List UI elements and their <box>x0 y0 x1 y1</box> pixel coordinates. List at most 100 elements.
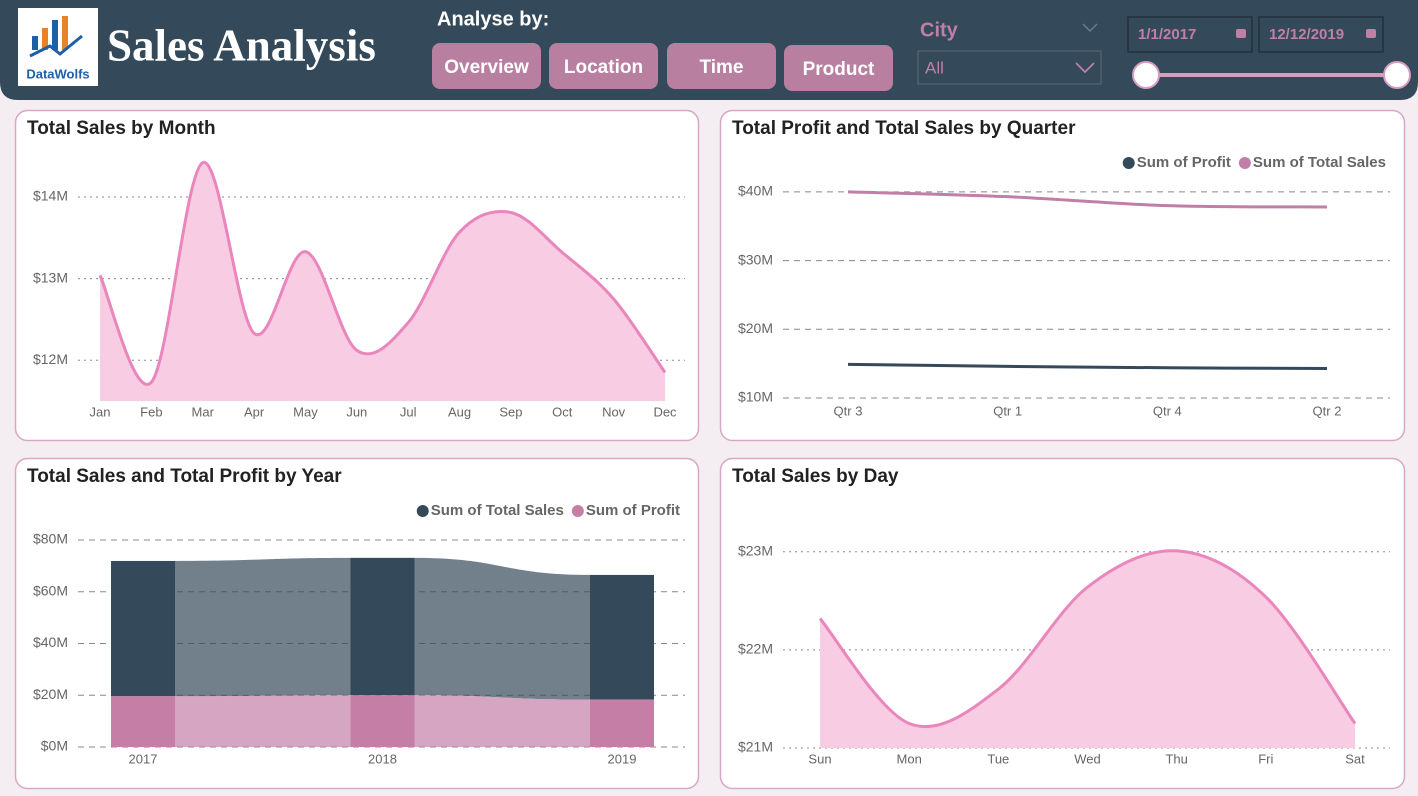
y-tick-label: $23M <box>738 543 773 559</box>
x-tick-label: Qtr 4 <box>1153 403 1182 418</box>
nav-button-label: Overview <box>444 57 529 78</box>
nav-button-label: Location <box>564 57 643 78</box>
x-tick-label: Sun <box>808 751 831 766</box>
bar-segment <box>111 560 175 697</box>
end-date: 12/12/2019 <box>1269 26 1344 43</box>
ribbon <box>414 557 590 700</box>
x-tick-label: Thu <box>1165 751 1187 766</box>
chart-title: Total Sales and Total Profit by Year <box>27 466 342 487</box>
chevron <box>1082 23 1098 33</box>
x-tick-label: Apr <box>244 404 265 419</box>
bar-segment <box>350 557 415 696</box>
y-tick-label: $0M <box>41 738 68 754</box>
x-tick-label: Sep <box>499 404 522 419</box>
line <box>98 161 667 386</box>
nav-button-label: Time <box>699 57 743 78</box>
legend-swatch <box>571 505 584 517</box>
x-tick-label: Tue <box>987 751 1009 766</box>
x-tick-label: Jul <box>400 404 417 419</box>
bar-segment <box>350 695 415 747</box>
legend-swatch <box>416 505 429 517</box>
x-tick-label: Sat <box>1345 751 1365 766</box>
dashboard-title: Sales Analysis <box>107 20 376 70</box>
x-tick-label: 2017 <box>129 751 158 766</box>
y-tick-label: $12M <box>33 351 68 367</box>
analyse-label: Analyse by: <box>437 8 549 30</box>
bar-segment <box>590 574 654 700</box>
x-tick-label: Dec <box>653 404 677 419</box>
nav-button[interactable] <box>667 43 776 89</box>
chevron <box>1075 62 1095 74</box>
x-tick-label: May <box>293 404 318 419</box>
area <box>100 162 665 401</box>
x-tick-label: Mon <box>897 751 922 766</box>
x-tick-label: Qtr 1 <box>993 403 1022 418</box>
y-tick-label: $21M <box>738 739 773 755</box>
y-tick-label: $20M <box>33 686 68 702</box>
nav-button[interactable] <box>549 43 658 89</box>
legend-label: Sum of Total Sales <box>431 502 564 519</box>
area <box>820 550 1355 748</box>
line <box>847 362 1328 370</box>
logo-icon <box>29 34 83 58</box>
start-date-box[interactable] <box>1127 16 1253 53</box>
city-value: All <box>925 58 944 77</box>
x-tick-label: Qtr 3 <box>834 403 863 418</box>
slider-handle[interactable] <box>1383 61 1411 89</box>
city-dropdown[interactable] <box>917 50 1102 85</box>
x-tick-label: Wed <box>1074 751 1101 766</box>
x-tick-label: 2019 <box>608 751 637 766</box>
y-tick-label: $13M <box>33 269 68 285</box>
city-label: City <box>920 19 959 41</box>
y-tick-label: $22M <box>738 641 773 657</box>
x-tick-label: Feb <box>140 404 162 419</box>
chart-title: Total Sales by Month <box>27 118 216 139</box>
x-tick-label: Oct <box>552 404 573 419</box>
calendar-icon <box>1236 29 1246 38</box>
logo-icon <box>42 28 48 50</box>
logo-icon <box>52 20 58 50</box>
ribbon <box>175 695 351 747</box>
logo-icon <box>32 36 38 50</box>
logo-icon <box>62 16 68 50</box>
slider-handle[interactable] <box>1132 61 1160 89</box>
x-tick-label: Fri <box>1258 751 1273 766</box>
legend-label: Sum of Profit <box>586 502 680 519</box>
bar-segment <box>111 696 175 747</box>
x-tick-label: Aug <box>448 404 471 419</box>
nav-button[interactable] <box>784 45 893 91</box>
calendar-icon <box>1366 29 1376 38</box>
y-tick-label: $80M <box>33 531 68 547</box>
nav-button-label: Product <box>803 59 875 80</box>
nav-buttons: Overview Location Time Product <box>432 43 893 91</box>
y-tick-label: $10M <box>738 389 773 405</box>
bar-segment <box>590 699 654 747</box>
x-tick-label: Qtr 2 <box>1313 403 1342 418</box>
y-tick-label: $20M <box>738 320 773 336</box>
legend-swatch <box>1238 157 1251 169</box>
x-tick-label: Jun <box>346 404 367 419</box>
ribbon <box>414 695 590 747</box>
line <box>818 549 1357 729</box>
ribbon <box>175 557 351 697</box>
x-tick-label: Mar <box>192 404 215 419</box>
legend-label: Sum of Total Sales <box>1253 154 1386 171</box>
y-tick-label: $40M <box>738 183 773 199</box>
line <box>847 190 1328 209</box>
logo-text: DataWolfs <box>26 66 89 81</box>
y-tick-label: $40M <box>33 634 68 650</box>
chart-title: Total Profit and Total Sales by Quarter <box>732 118 1076 139</box>
y-tick-label: $30M <box>738 251 773 267</box>
chart-title: Total Sales by Day <box>732 466 899 487</box>
start-date: 1/1/2017 <box>1138 26 1196 43</box>
legend-swatch <box>1122 157 1135 169</box>
end-date-box[interactable] <box>1258 16 1384 53</box>
x-tick-label: Jan <box>90 404 111 419</box>
x-tick-label: Nov <box>602 404 626 419</box>
legend-label: Sum of Profit <box>1137 154 1231 171</box>
y-tick-label: $14M <box>33 188 68 204</box>
nav-button[interactable] <box>432 43 541 89</box>
x-tick-label: 2018 <box>368 751 397 766</box>
